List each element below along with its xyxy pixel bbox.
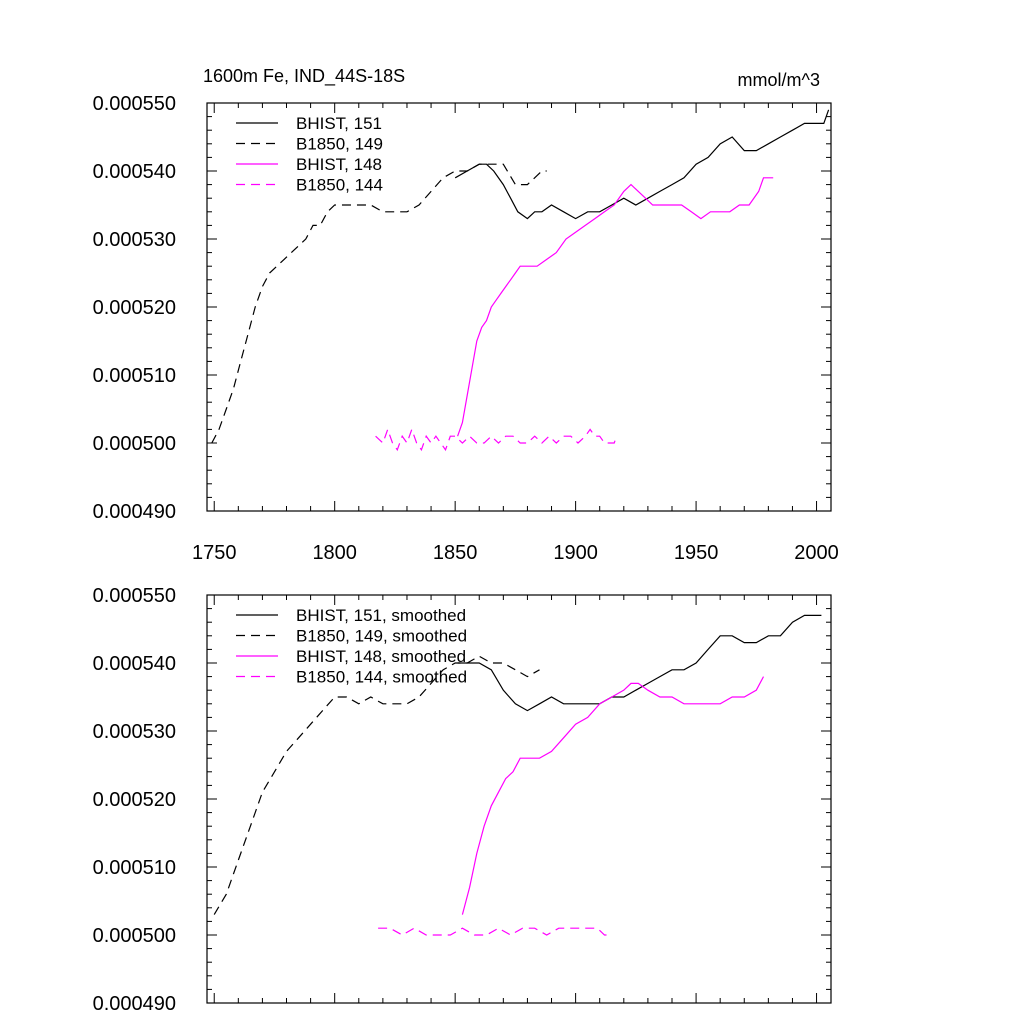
top-legend-label-2: B1850, 149 [296, 135, 383, 154]
top-xtick-label: 1750 [192, 542, 237, 564]
bottom-ytick-label: 0.000550 [93, 585, 176, 607]
top-ytick-label: 0.000540 [93, 161, 176, 183]
bottom-ytick-label: 0.000500 [93, 925, 176, 947]
top-ytick-label: 0.000550 [93, 93, 176, 115]
top-series-line-4 [375, 427, 618, 452]
top-ytick-label: 0.000490 [93, 501, 176, 523]
top-ytick-label: 0.000500 [93, 433, 176, 455]
bottom-panel: 0.000490 0.000500 0.000510 0.000520 0.000530… [93, 585, 832, 1015]
bottom-ytick-label: 0.000510 [93, 857, 176, 879]
bottom-series-line-2 [213, 655, 540, 915]
top-xtick-label: 1900 [553, 542, 598, 564]
top-ytick-label: 0.000530 [93, 229, 176, 251]
top-chart-units: mmol/m^3 [738, 70, 820, 90]
top-ytick-label: 0.000520 [93, 297, 176, 319]
top-legend-label-1: BHIST, 151 [296, 114, 382, 133]
top-panel: 1600m Fe, IND_44S-18S mmol/m^3 0.000490 0… [93, 66, 839, 564]
bottom-legend-label-4: B1850, 144, smoothed [296, 668, 467, 687]
top-series-line-2 [211, 163, 547, 444]
top-legend-label-4: B1850, 144 [296, 176, 383, 195]
bottom-ytick-label: 0.000490 [93, 993, 176, 1015]
bottom-legend-label-2: B1850, 149, smoothed [296, 627, 467, 646]
bottom-legend-label-3: BHIST, 148, smoothed [296, 647, 466, 666]
top-xtick-label: 1950 [674, 542, 719, 564]
bottom-ytick-label: 0.000520 [93, 789, 176, 811]
bottom-ytick-label: 0.000530 [93, 721, 176, 743]
top-chart-title: 1600m Fe, IND_44S-18S [203, 66, 405, 87]
top-series-line-3 [457, 177, 774, 437]
top-xtick-label: 1850 [433, 542, 478, 564]
top-ytick-label: 0.000510 [93, 365, 176, 387]
bottom-ytick-label: 0.000540 [93, 653, 176, 675]
bottom-series-line-1 [457, 614, 822, 712]
top-xtick-label: 2000 [794, 542, 839, 564]
top-xtick-label: 1800 [312, 542, 357, 564]
bottom-series-line-4 [378, 927, 610, 936]
bottom-series-line-3 [461, 676, 765, 915]
bottom-legend-label-1: BHIST, 151, smoothed [296, 606, 466, 625]
top-series-line-1 [454, 109, 830, 220]
top-legend-label-3: BHIST, 148 [296, 155, 382, 174]
